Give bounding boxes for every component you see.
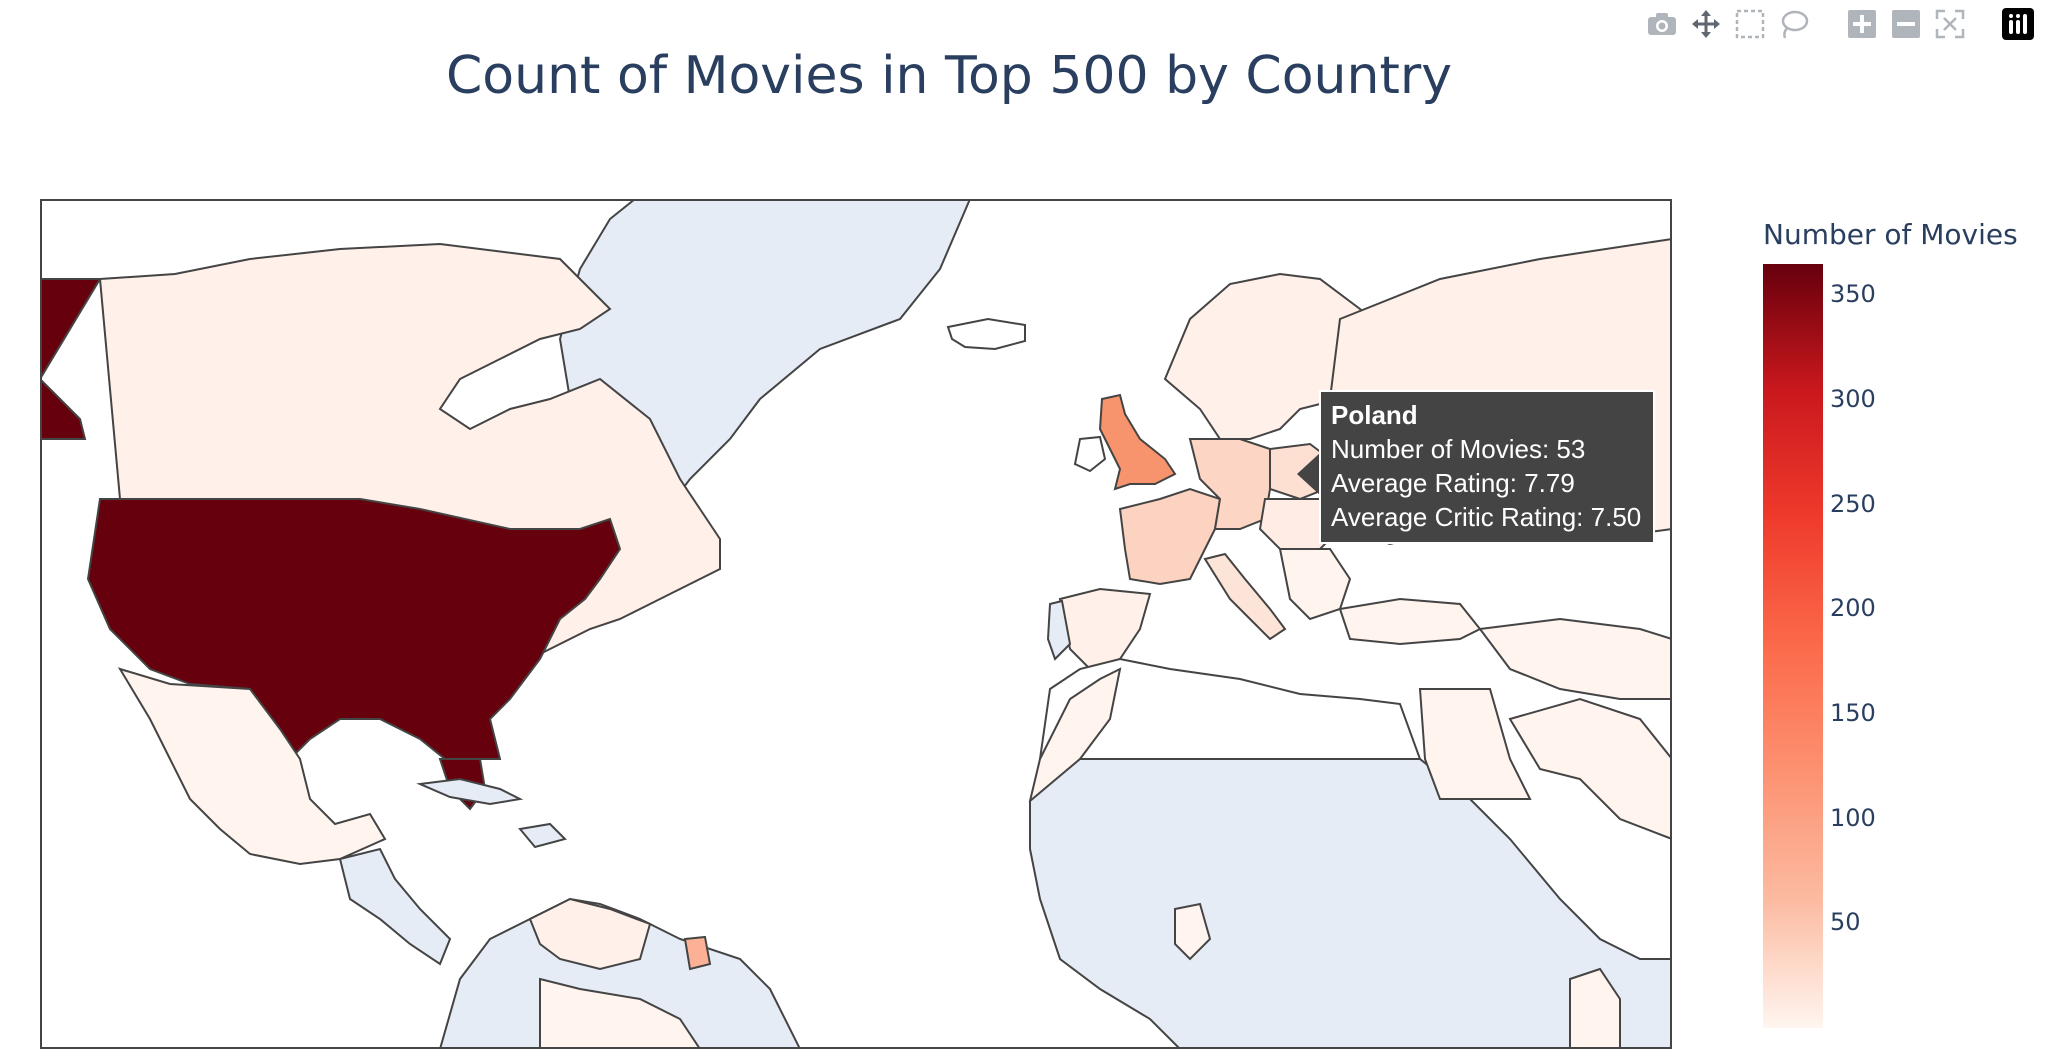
country-africa[interactable]: [1029, 758, 1672, 1049]
country-mexico[interactable]: [117, 667, 387, 866]
country-suriname[interactable]: [683, 935, 712, 971]
tooltip-movies: Number of Movies: 53: [1331, 434, 1586, 464]
pan-icon[interactable]: [1684, 4, 1728, 44]
zoom-in-icon[interactable]: [1840, 4, 1884, 44]
tooltip-critic-rating: Average Critic Rating: 7.50: [1331, 502, 1642, 532]
country-us-pacific-coast[interactable]: [40, 377, 87, 440]
country-venezuela[interactable]: [528, 897, 652, 971]
country-caribbean-cuba[interactable]: [416, 777, 524, 806]
country-france[interactable]: [1118, 487, 1222, 586]
country-south-america[interactable]: [438, 897, 802, 1049]
lasso-select-icon[interactable]: [1772, 4, 1816, 44]
country-nigeria[interactable]: [1174, 902, 1212, 961]
plotly-logo-icon[interactable]: [1996, 4, 2040, 44]
hover-tooltip: Poland Number of Movies: 53 Average Rati…: [1319, 390, 1656, 544]
colorbar-tick-label: 50: [1830, 908, 1861, 937]
colorbar-tick-label: 300: [1830, 385, 1876, 414]
colorbar-tick-label: 150: [1830, 699, 1876, 728]
country-united-kingdom[interactable]: [1098, 393, 1177, 491]
country-brazil-north[interactable]: [539, 977, 702, 1049]
country-turkey[interactable]: [1338, 597, 1482, 646]
reset-view-icon[interactable]: [1928, 4, 1972, 44]
country-arabia[interactable]: [1508, 697, 1672, 841]
country-italy[interactable]: [1203, 552, 1287, 641]
box-select-icon[interactable]: [1728, 4, 1772, 44]
colorbar-title: Number of Movies: [1763, 218, 2018, 251]
tooltip-country: Poland: [1331, 400, 1418, 430]
tooltip-rating: Average Rating: 7.79: [1331, 468, 1575, 498]
colorbar-tick-label: 350: [1830, 280, 1876, 309]
country-germany[interactable]: [1188, 438, 1271, 530]
camera-icon[interactable]: [1640, 4, 1684, 44]
country-alaska[interactable]: [40, 278, 102, 381]
country-spain[interactable]: [1058, 587, 1152, 671]
chart-title: Count of Movies in Top 500 by Country: [445, 46, 1452, 106]
country-portugal[interactable]: [1046, 599, 1072, 661]
country-central-america[interactable]: [338, 847, 452, 966]
modebar: [1640, 4, 2040, 44]
tooltip-arrow: [1297, 452, 1321, 496]
zoom-out-icon[interactable]: [1884, 4, 1928, 44]
country-iran[interactable]: [1478, 617, 1672, 700]
country-iceland[interactable]: [946, 317, 1026, 351]
colorbar-tick-label: 200: [1830, 594, 1876, 623]
country-caribbean-hispaniola[interactable]: [518, 822, 567, 849]
colorbar: [1763, 264, 1823, 1028]
choropleth-map[interactable]: [40, 199, 1672, 1049]
colorbar-tick-label: 250: [1830, 489, 1876, 518]
country-egypt[interactable]: [1418, 688, 1532, 800]
country-ireland[interactable]: [1073, 435, 1107, 473]
country-east-africa[interactable]: [1569, 967, 1621, 1049]
colorbar-tick-label: 100: [1830, 803, 1876, 832]
